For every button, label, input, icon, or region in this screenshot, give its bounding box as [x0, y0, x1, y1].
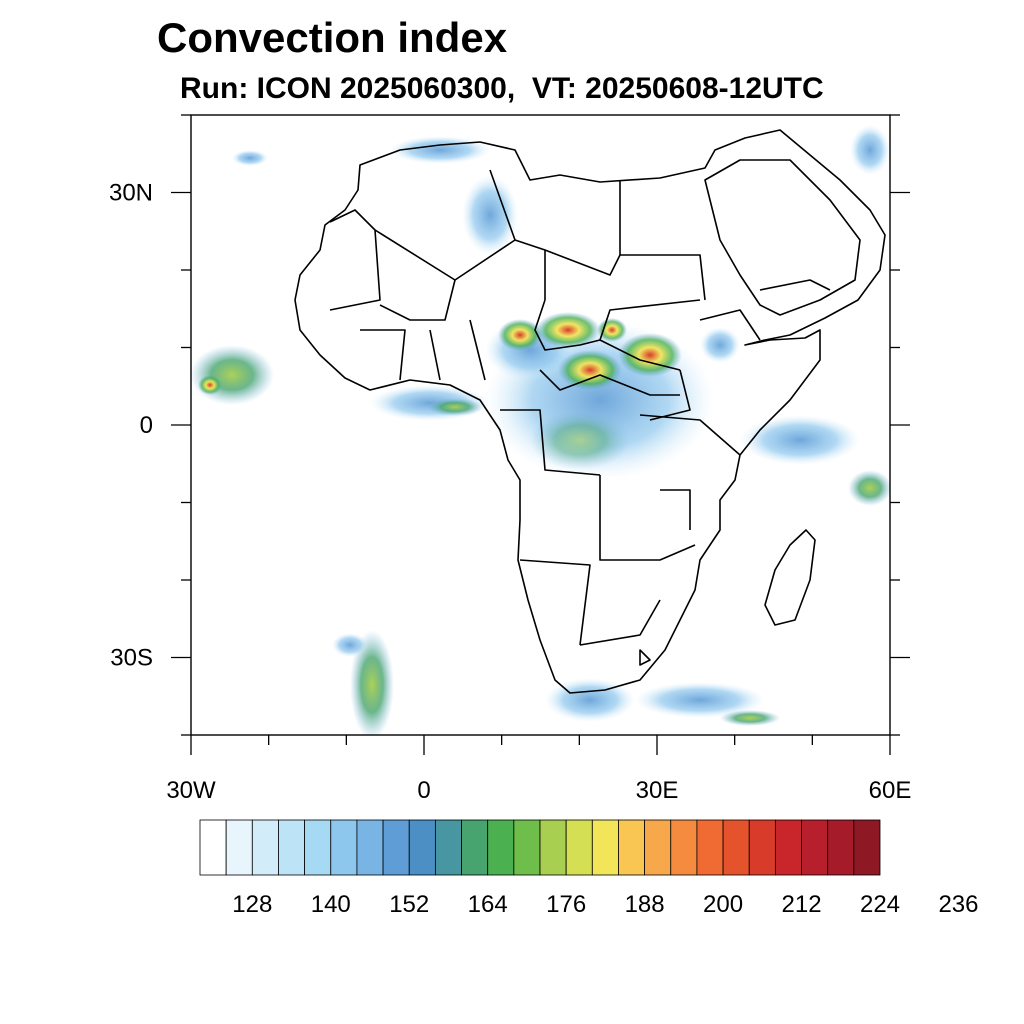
colorbar-swatch [356, 819, 384, 876]
colorbar-swatch [774, 819, 802, 876]
colorbar-swatch [644, 819, 672, 876]
colorbar-swatch [801, 819, 829, 876]
colorbar-swatch [382, 819, 410, 876]
colorbar-swatch [722, 819, 750, 876]
colorbar-label: 224 [860, 891, 900, 918]
lat-tick-label: 0 [140, 412, 153, 439]
colorbar-label: 188 [625, 891, 665, 918]
colorbar [199, 819, 881, 876]
axis-tick-labels: 30N 0 30S 30W 0 30E 60E [109, 180, 911, 805]
colorbar-label: 164 [468, 891, 508, 918]
colorbar-swatch [670, 819, 698, 876]
colorbar-swatch [487, 819, 515, 876]
colorbar-label: 200 [703, 891, 743, 918]
colorbar-swatch [618, 819, 646, 876]
lon-tick-label: 0 [417, 777, 430, 804]
colorbar-label: 176 [546, 891, 586, 918]
colorbar-swatch [591, 819, 619, 876]
colorbar-swatch [853, 819, 881, 876]
colorbar-swatch [696, 819, 724, 876]
colorbar-swatch [251, 819, 279, 876]
lon-tick-label: 30E [636, 777, 679, 804]
colorbar-labels: 128 140 152 164 176 188 200 212 224 236 [232, 891, 978, 918]
colorbar-swatch [330, 819, 358, 876]
lat-tick-label: 30S [110, 645, 153, 672]
coastline-outline [294, 129, 886, 694]
colorbar-swatch [539, 819, 567, 876]
colorbar-swatch [748, 819, 776, 876]
colorbar-swatch [461, 819, 489, 876]
lon-tick-label: 60E [869, 777, 912, 804]
colorbar-swatch [434, 819, 462, 876]
colorbar-swatch [304, 819, 332, 876]
colorbar-swatch [225, 819, 253, 876]
lat-tick-label: 30N [109, 180, 153, 207]
colorbar-swatch [827, 819, 855, 876]
colorbar-label: 212 [782, 891, 822, 918]
map-title: Convection index [157, 14, 508, 61]
colorbar-swatch [513, 819, 541, 876]
map-subtitle: Run: ICON 2025060300, VT: 20250608-12UTC [180, 72, 824, 105]
colorbar-swatch [408, 819, 436, 876]
lon-tick-label: 30W [166, 777, 216, 804]
colorbar-swatch [199, 819, 227, 876]
colorbar-swatch [278, 819, 306, 876]
colorbar-swatch [565, 819, 593, 876]
convection-field [191, 125, 890, 735]
axis-ticks [171, 114, 910, 755]
colorbar-label: 236 [938, 891, 978, 918]
colorbar-label: 140 [311, 891, 351, 918]
colorbar-label: 128 [232, 891, 272, 918]
colorbar-label: 152 [389, 891, 429, 918]
